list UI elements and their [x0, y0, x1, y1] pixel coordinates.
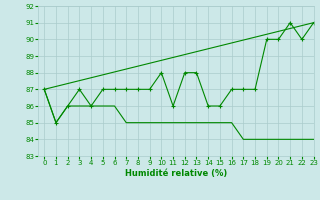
X-axis label: Humidité relative (%): Humidité relative (%)	[125, 169, 227, 178]
